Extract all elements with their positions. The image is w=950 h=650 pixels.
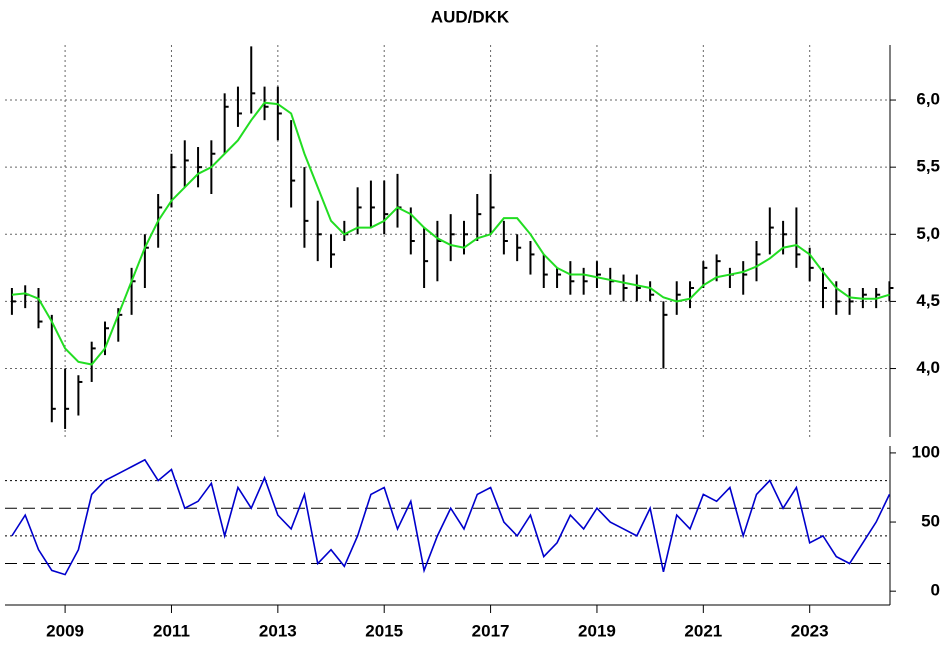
y-tick-label: 6,0 (916, 90, 940, 109)
x-tick-label: 2023 (791, 621, 829, 640)
y-tick-label: 5,5 (916, 157, 940, 176)
x-tick-label: 2013 (259, 621, 297, 640)
y-tick-label: 4,5 (916, 291, 940, 310)
chart-title: AUD/DKK (431, 7, 510, 26)
x-tick-label: 2011 (153, 621, 190, 640)
x-tick-label: 2021 (684, 621, 722, 640)
moving-average-line (11, 101, 890, 366)
x-tick-label: 2019 (578, 621, 616, 640)
y-tick-label: 100 (912, 442, 940, 461)
y-tick-label: 5,0 (916, 224, 940, 243)
y-tick-label: 4,0 (916, 358, 940, 377)
x-tick-label: 2015 (365, 621, 403, 640)
x-tick-label: 2017 (472, 621, 510, 640)
indicator-line (11, 458, 891, 576)
y-tick-label: 50 (921, 512, 940, 531)
x-tick-label: 2009 (46, 621, 84, 640)
y-tick-label: 0 (931, 581, 940, 600)
